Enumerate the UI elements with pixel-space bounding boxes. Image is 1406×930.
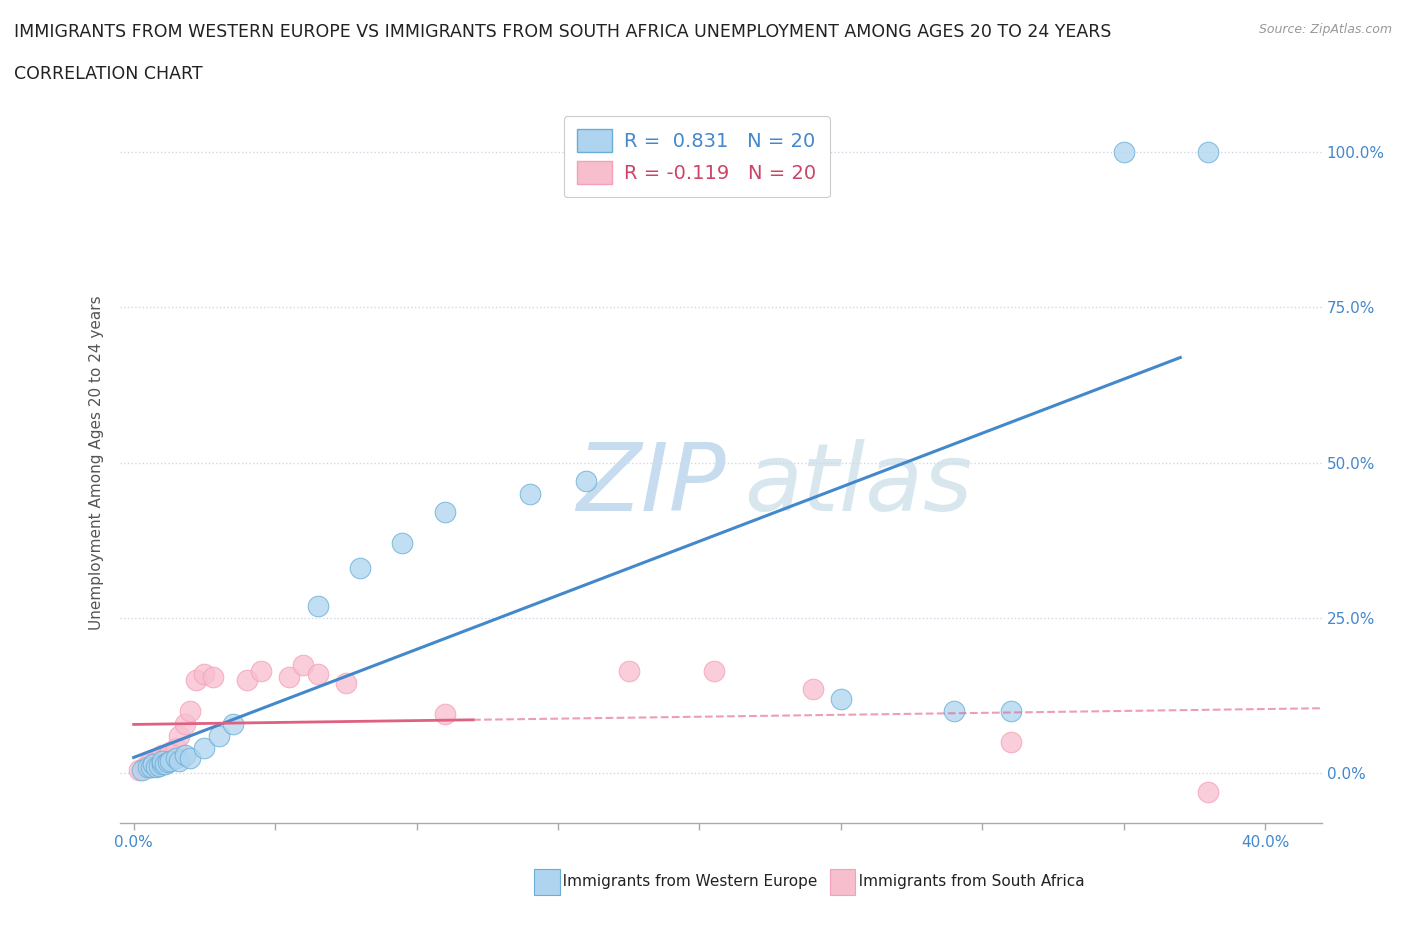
Point: [335, 676, 357, 691]
Point: [167, 728, 190, 743]
Text: IMMIGRANTS FROM WESTERN EUROPE VS IMMIGRANTS FROM SOUTH AFRICA UNEMPLOYMENT AMON: IMMIGRANTS FROM WESTERN EUROPE VS IMMIGR…: [14, 23, 1111, 41]
Point: [173, 748, 195, 763]
Point: [1198, 144, 1220, 159]
Point: [207, 728, 229, 743]
Point: [391, 536, 413, 551]
Text: Immigrants from South Africa: Immigrants from South Africa: [844, 874, 1084, 889]
Point: [136, 757, 159, 772]
Point: [250, 663, 273, 678]
Text: Source: ZipAtlas.com: Source: ZipAtlas.com: [1258, 23, 1392, 36]
Point: [1000, 735, 1022, 750]
Text: atlas: atlas: [745, 439, 973, 530]
Point: [1112, 144, 1135, 159]
Point: [519, 486, 541, 501]
Point: [159, 744, 181, 759]
Y-axis label: Unemployment Among Ages 20 to 24 years: Unemployment Among Ages 20 to 24 years: [89, 296, 104, 630]
Point: [1198, 785, 1220, 800]
Point: [617, 663, 640, 678]
Text: ZIP: ZIP: [576, 439, 725, 530]
Point: [1000, 704, 1022, 719]
Point: [139, 760, 162, 775]
Point: [150, 748, 173, 763]
Text: CORRELATION CHART: CORRELATION CHART: [14, 65, 202, 83]
Point: [139, 760, 162, 775]
Point: [278, 670, 301, 684]
Point: [131, 763, 153, 777]
Point: [134, 760, 156, 775]
Point: [145, 760, 167, 775]
Point: [153, 751, 176, 765]
Point: [150, 757, 173, 772]
Point: [942, 704, 965, 719]
Point: [142, 757, 165, 772]
Point: [167, 753, 190, 768]
Point: [236, 672, 259, 687]
Point: [184, 672, 207, 687]
Point: [221, 716, 243, 731]
Point: [179, 704, 201, 719]
Point: [830, 691, 852, 706]
Point: [173, 716, 195, 731]
Point: [153, 757, 176, 772]
Point: [575, 474, 598, 489]
Point: [148, 751, 170, 765]
Point: [159, 753, 181, 768]
Point: [179, 751, 201, 765]
Point: [307, 598, 329, 613]
Point: [150, 753, 173, 768]
Point: [156, 755, 179, 770]
Point: [145, 753, 167, 768]
Point: [148, 759, 170, 774]
Point: [193, 667, 215, 682]
Point: [433, 505, 456, 520]
Point: [801, 682, 824, 697]
Point: [292, 658, 315, 672]
Legend: R =  0.831   N = 20, R = -0.119   N = 20: R = 0.831 N = 20, R = -0.119 N = 20: [564, 115, 830, 197]
Point: [307, 667, 329, 682]
Point: [349, 561, 371, 576]
Point: [136, 760, 159, 775]
Point: [128, 763, 150, 777]
Point: [142, 757, 165, 772]
Point: [201, 670, 224, 684]
Point: [702, 663, 724, 678]
Point: [433, 707, 456, 722]
Point: [193, 741, 215, 756]
Point: [165, 741, 187, 756]
Point: [156, 753, 179, 768]
Point: [165, 751, 187, 765]
Text: Immigrants from Western Europe: Immigrants from Western Europe: [548, 874, 818, 889]
